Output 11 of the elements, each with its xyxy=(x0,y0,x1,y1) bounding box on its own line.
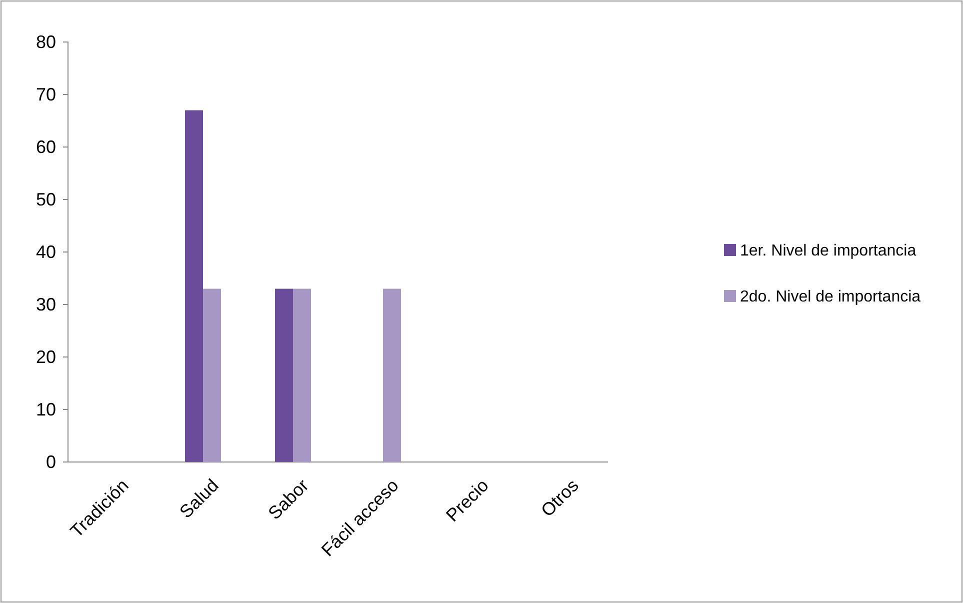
y-tick-label: 30 xyxy=(36,294,56,314)
y-tick-label: 80 xyxy=(36,32,56,52)
legend-label: 1er. Nivel de importancia xyxy=(740,242,916,260)
y-tick-label: 50 xyxy=(36,189,56,210)
y-tick-label: 40 xyxy=(36,242,56,262)
y-tick-label: 10 xyxy=(36,399,56,420)
y-tick-label: 60 xyxy=(36,136,56,157)
y-tick-label: 70 xyxy=(36,84,56,104)
y-tick-label: 20 xyxy=(36,346,56,367)
legend-label: 2do. Nivel de importancia xyxy=(740,288,921,306)
y-tick-label: 0 xyxy=(46,452,56,472)
